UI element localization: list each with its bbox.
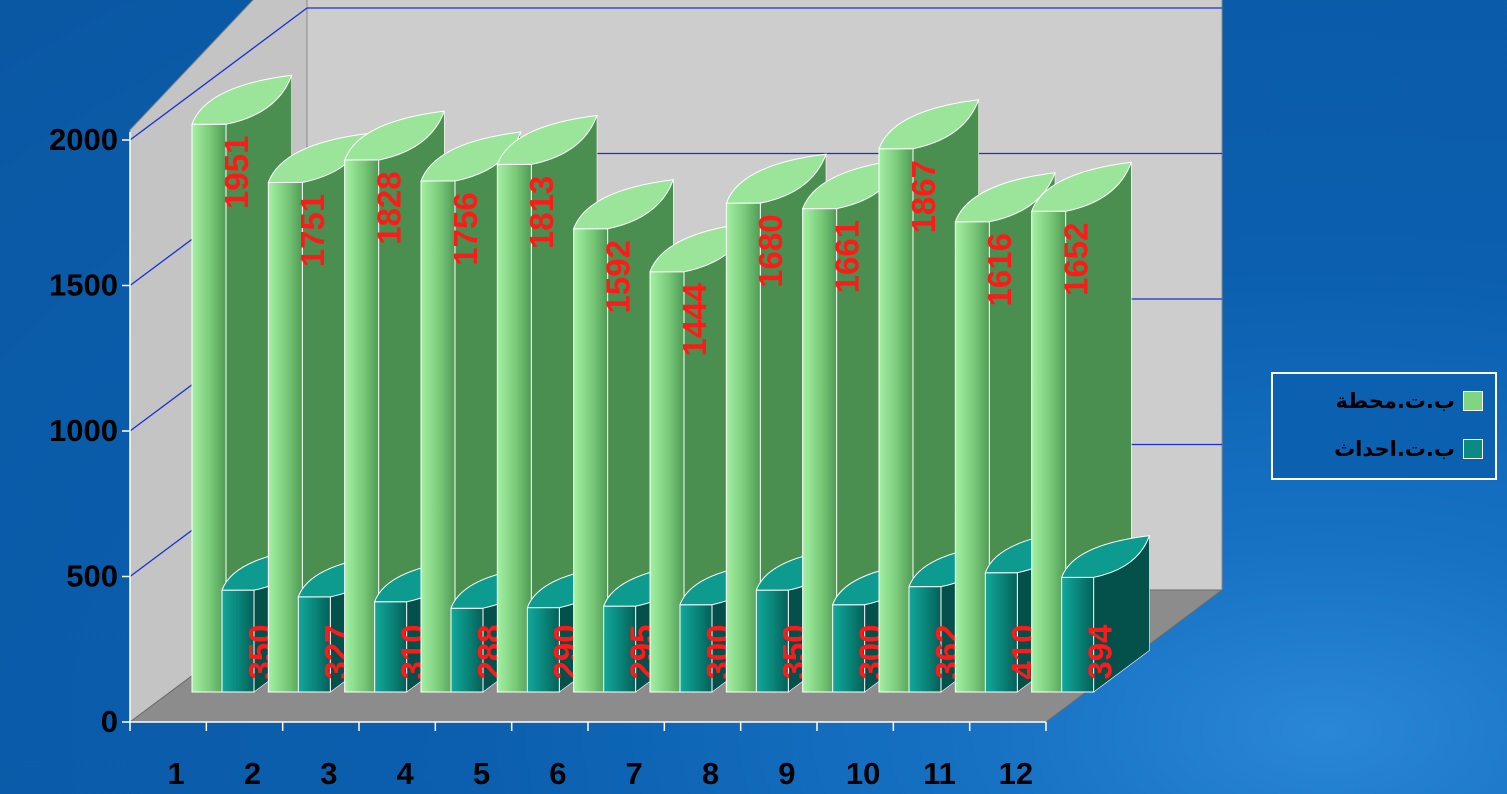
data-label-events: 394 <box>1082 624 1119 680</box>
legend-label-events: ب.ت.احداث <box>1334 437 1455 461</box>
bar-top-cap <box>420 131 522 182</box>
bar-top-cap <box>343 110 446 161</box>
x-axis: 1 2 3 4 5 6 7 8 9 10 11 12 <box>129 721 1047 791</box>
x-tick-label: 6 <box>549 756 566 791</box>
legend-item-station: ب.ت.محطة <box>1335 386 1483 416</box>
bar-top-cap <box>954 172 1056 223</box>
gridline-side <box>129 7 308 141</box>
legend-swatch-station <box>1463 391 1483 411</box>
data-label-station: 1592 <box>600 240 637 313</box>
x-tick-label: 8 <box>702 756 719 791</box>
bar-top-cap <box>572 179 675 230</box>
y-tick-label: 0 <box>101 704 118 739</box>
legend: ب.ت.محطة ب.ت.احداث <box>1271 372 1497 480</box>
x-tick-label: 7 <box>626 756 643 791</box>
data-label-station: 1867 <box>905 160 942 233</box>
y-axis: 0 500 1000 1500 2000 <box>49 122 131 739</box>
data-label-station: 1680 <box>752 214 789 287</box>
x-tick-label: 1 <box>168 756 185 791</box>
bar-top-cap <box>191 74 293 125</box>
x-tick-label: 5 <box>473 756 490 791</box>
bar-top-cap <box>1060 535 1151 578</box>
data-label-station: 1828 <box>371 171 408 244</box>
data-label-station: 1652 <box>1058 223 1095 296</box>
y-tick-label: 1500 <box>49 268 118 303</box>
legend-item-events: ب.ت.احداث <box>1334 434 1483 464</box>
bar-top-cap <box>878 99 980 150</box>
x-tick-label: 10 <box>846 756 880 791</box>
y-tick-label: 2000 <box>49 122 118 157</box>
data-label-station: 1813 <box>523 176 560 249</box>
bar-top-cap <box>496 114 598 165</box>
legend-swatch-events <box>1463 439 1483 459</box>
x-tick-label: 11 <box>923 756 956 791</box>
x-tick-label: 12 <box>999 756 1033 791</box>
x-tick-label: 9 <box>778 756 795 791</box>
bar-top-cap <box>725 153 827 204</box>
data-label-station: 1444 <box>676 282 713 356</box>
y-tick-label: 500 <box>66 559 118 594</box>
data-label-station: 1756 <box>447 192 484 265</box>
x-tick-label: 3 <box>320 756 337 791</box>
data-label-station: 1751 <box>294 194 331 267</box>
legend-label-station: ب.ت.محطة <box>1335 389 1456 413</box>
x-tick-label: 4 <box>397 756 415 791</box>
x-tick-label: 2 <box>244 756 261 791</box>
bar-events: 394 <box>1060 535 1151 693</box>
data-label-station: 1661 <box>829 220 866 293</box>
data-label-station: 1616 <box>981 233 1018 306</box>
data-label-station: 1951 <box>218 136 255 209</box>
chart-bars: 1951350175132718283101756288181329015922… <box>191 74 1151 693</box>
y-tick-label: 1000 <box>49 413 118 448</box>
bar-top-cap <box>1030 161 1133 212</box>
